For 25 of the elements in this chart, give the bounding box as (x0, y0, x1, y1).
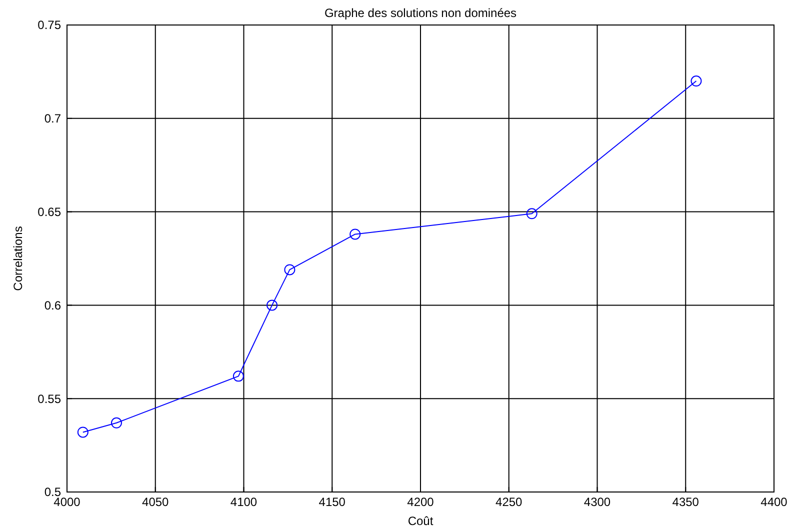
x-tick-label: 4100 (230, 495, 258, 509)
x-tick-label: 4350 (672, 495, 700, 509)
x-tick-label: 4150 (318, 495, 346, 509)
y-tick-label: 0.7 (44, 112, 62, 126)
point (526, 208, 538, 220)
x-tick-label: 4400 (760, 495, 788, 509)
point (690, 76, 702, 87)
y-tick-label: 0.55 (38, 392, 62, 406)
y-tick-label: 0.75 (38, 18, 62, 32)
point (350, 228, 361, 240)
y-tick-label: 0.65 (38, 205, 62, 219)
point (266, 300, 278, 311)
point (232, 370, 244, 382)
x-axis-title: Coût (408, 514, 434, 528)
point (77, 426, 88, 438)
x-tick-label: 4000 (54, 495, 81, 509)
y-tick-label: 0.6 (44, 298, 62, 312)
x-tick-label: 4050 (142, 495, 170, 509)
y-axis-title: Correlations (11, 226, 25, 291)
x-tick-label: 4300 (584, 495, 611, 509)
x-tick-label: 4250 (496, 495, 523, 509)
point (284, 264, 296, 276)
point (110, 417, 122, 428)
x-tick-label: 4200 (407, 495, 434, 509)
chart-title: Graphe des solutions non dominées (324, 6, 517, 20)
